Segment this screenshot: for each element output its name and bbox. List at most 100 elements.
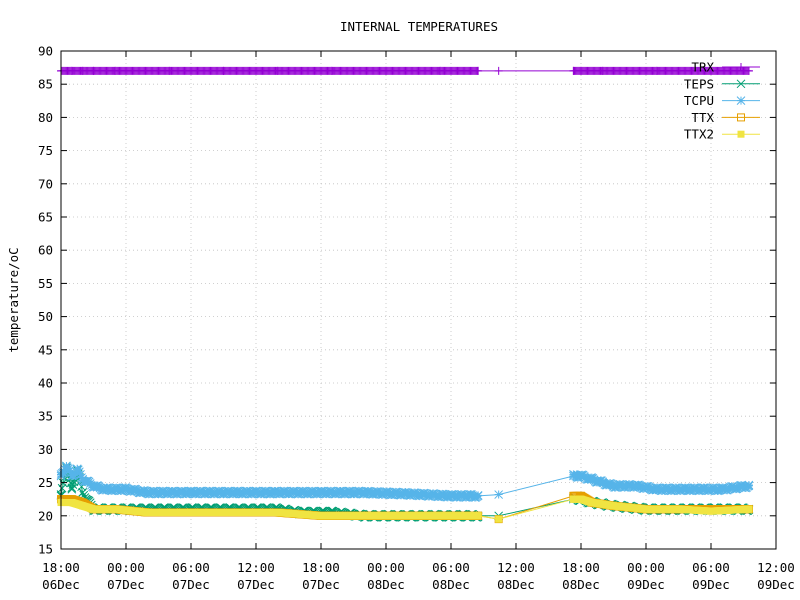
x-tick-label-time: 00:00 (107, 560, 145, 575)
data-point-ttx2 (68, 499, 76, 507)
x-tick-label-date: 07Dec (302, 577, 340, 592)
data-point-trx (707, 66, 715, 75)
y-tick-label: 65 (38, 210, 53, 225)
x-tick-label-time: 18:00 (302, 560, 340, 575)
series-tcpu (56, 461, 754, 502)
grid (61, 51, 776, 549)
data-point-tcpu (598, 478, 608, 487)
data-point-tcpu (473, 491, 483, 501)
data-point-tcpu (229, 488, 239, 497)
data-point-ttx2 (274, 508, 282, 516)
x-tick-label-date: 07Dec (237, 577, 275, 592)
legend-marker-trx (737, 63, 745, 71)
data-point-trx (744, 66, 753, 75)
data-point-trx (569, 66, 578, 75)
axis-ticks: 15 20 25 30 35 40 45 50 55 60 65 70 75 80 85 90 18:00 06D… (38, 44, 795, 593)
y-tick-label: 75 (38, 143, 53, 158)
data-point-tcpu (630, 481, 640, 491)
data-point-tcpu (186, 488, 196, 497)
data-point-tcpu (85, 479, 95, 488)
x-tick-label-date: 08Dec (432, 577, 470, 592)
x-tick-label-time: 18:00 (562, 560, 600, 575)
legend-label-teps: TEPS (684, 76, 714, 91)
x-tick-label-date: 08Dec (497, 577, 535, 592)
x-tick-label-date: 07Dec (107, 577, 145, 592)
x-tick-label-date: 07Dec (172, 577, 210, 592)
series-layer (56, 66, 754, 524)
data-point-trx (577, 66, 585, 75)
data-point-tcpu (494, 490, 504, 499)
y-tick-label: 30 (38, 442, 53, 457)
data-point-tcpu (446, 491, 456, 501)
data-point-ttx2 (230, 508, 238, 516)
data-point-trx (436, 66, 445, 75)
data-point-ttx2 (577, 495, 585, 503)
data-point-tcpu (609, 481, 618, 491)
y-tick-label: 70 (38, 176, 53, 191)
data-point-trx (111, 66, 120, 75)
data-point-ttx2 (360, 512, 368, 520)
series-ttx2 (57, 495, 753, 523)
data-point-tcpu (89, 481, 98, 491)
x-tick-label-time: 06:00 (432, 560, 470, 575)
y-tick-label: 45 (38, 342, 53, 357)
legend-marker-tcpu (736, 96, 746, 105)
data-point-teps (78, 488, 88, 497)
y-tick-label: 40 (38, 376, 53, 391)
legend-label-trx: TRX (691, 60, 714, 75)
data-point-tcpu (62, 461, 71, 471)
x-tick-label-date: 06Dec (42, 577, 80, 592)
data-point-trx (474, 66, 483, 75)
data-point-ttx2 (187, 508, 195, 516)
data-point-tcpu (67, 471, 77, 481)
x-tick-label-date: 09Dec (757, 577, 795, 592)
data-point-tcpu (684, 484, 694, 494)
data-point-ttx2 (642, 505, 650, 513)
y-tick-label: 55 (38, 276, 53, 291)
y-tick-label: 80 (38, 110, 53, 125)
data-point-teps (57, 483, 67, 493)
data-point-tcpu (652, 484, 662, 494)
y-tick-label: 20 (38, 508, 53, 523)
data-point-ttx2 (610, 502, 617, 510)
data-point-tcpu (72, 464, 82, 474)
x-tick-label-time: 12:00 (237, 560, 275, 575)
y-tick-label: 15 (38, 542, 53, 557)
data-point-tcpu (99, 484, 109, 494)
legend-marker-teps (736, 79, 746, 89)
data-point-trx (67, 66, 76, 75)
data-point-trx (219, 66, 228, 75)
data-point-ttx2 (707, 507, 715, 515)
data-point-ttx2 (569, 495, 577, 503)
data-point-trx (273, 66, 282, 75)
data-point-ttx2 (111, 505, 119, 513)
chart-title: INTERNAL TEMPERATURES (340, 19, 498, 34)
data-point-ttx2 (745, 505, 753, 513)
data-point-tcpu (569, 471, 578, 481)
data-point-ttx2 (404, 512, 412, 520)
y-tick-label: 50 (38, 309, 53, 324)
data-point-ttx2 (79, 502, 87, 510)
x-tick-label-time: 18:00 (42, 560, 80, 575)
data-point-ttx2 (90, 505, 97, 513)
data-point-trx (382, 66, 390, 75)
data-point-tcpu (403, 489, 413, 499)
data-point-tcpu (76, 470, 85, 479)
legend-marker-ttx2 (737, 130, 745, 138)
x-tick-label-time: 12:00 (497, 560, 535, 575)
data-point-tcpu (717, 484, 727, 494)
data-point-teps (67, 484, 77, 494)
x-tick-label-time: 00:00 (367, 560, 405, 575)
y-tick-label: 90 (38, 44, 53, 59)
plot-border (60, 50, 777, 550)
x-tick-label-date: 09Dec (627, 577, 665, 592)
x-tick-label-time: 06:00 (172, 560, 210, 575)
y-tick-label: 25 (38, 475, 53, 490)
data-point-tcpu (744, 481, 754, 491)
data-point-ttx2 (588, 499, 596, 507)
data-point-tcpu (587, 474, 597, 484)
data-point-trx (78, 66, 87, 75)
data-point-ttx2 (447, 512, 455, 520)
y-axis-label: temperature/oC (6, 247, 21, 352)
